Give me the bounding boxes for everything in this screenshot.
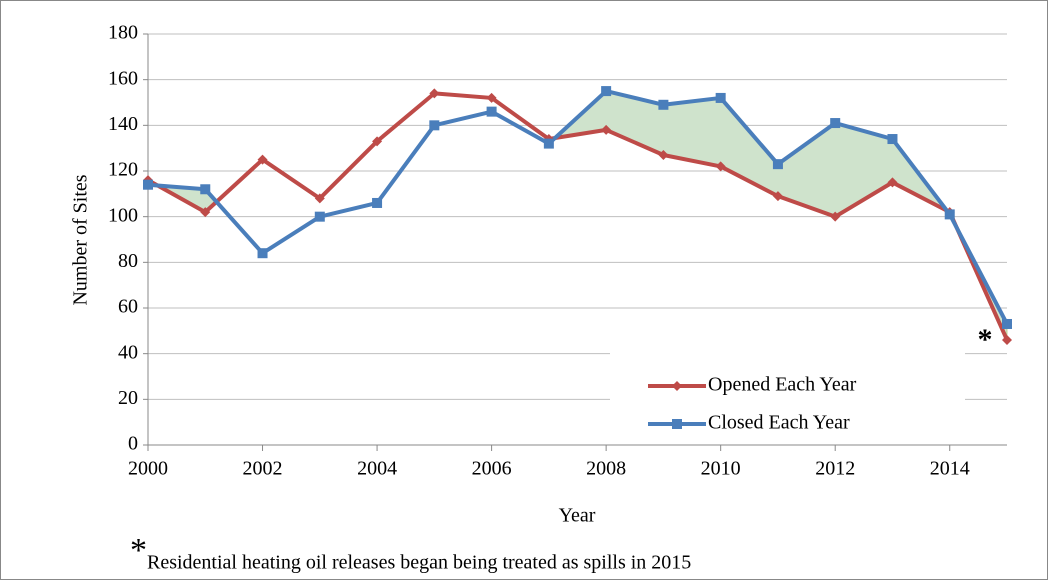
legend-marker [672, 381, 682, 391]
marker [429, 88, 440, 99]
line [147, 89, 1009, 325]
marker [601, 86, 612, 97]
marker [257, 154, 268, 165]
marker [143, 179, 153, 190]
footnote-marker: * [130, 532, 147, 569]
y-tick-label: 120 [108, 159, 138, 181]
legend-marker [672, 419, 682, 429]
y-tick-label: 40 [118, 341, 138, 363]
legend-label: Opened Each Year [708, 374, 857, 396]
line [147, 91, 1009, 341]
y-tick-label: 0 [128, 433, 138, 455]
x-tick-label: 2012 [815, 458, 855, 480]
y-tick-label: 140 [108, 113, 138, 135]
marker [314, 211, 325, 222]
y-tick-label: 20 [118, 387, 138, 409]
x-tick-label: 2000 [128, 458, 168, 480]
y-tick-label: 80 [118, 250, 138, 272]
marker [715, 161, 726, 172]
x-tick-label: 2014 [930, 458, 970, 480]
y-tick-label: 60 [118, 296, 138, 318]
x-tick-label: 2004 [357, 458, 397, 480]
marker [601, 124, 612, 135]
marker [429, 120, 440, 131]
legend-box [610, 353, 965, 441]
marker [200, 184, 211, 195]
x-tick-label: 2006 [472, 458, 512, 480]
marker [772, 191, 783, 202]
y-tick-label: 160 [108, 67, 138, 89]
marker [372, 197, 383, 208]
marker [486, 92, 497, 103]
marker [887, 134, 898, 145]
x-tick-label: 2010 [701, 458, 741, 480]
marker [257, 248, 268, 259]
marker [658, 150, 669, 161]
marker [830, 211, 841, 222]
y-axis-label: Number of Sites [70, 174, 92, 305]
x-axis-label: Year [559, 505, 596, 527]
marker [944, 209, 955, 220]
marker [772, 159, 783, 170]
marker [1002, 334, 1012, 345]
y-tick-label: 100 [108, 204, 138, 226]
marker [658, 99, 669, 110]
y-tick-label: 180 [108, 22, 138, 44]
x-tick-label: 2008 [586, 458, 626, 480]
marker [887, 177, 898, 188]
marker [486, 106, 497, 117]
marker [372, 136, 383, 147]
marker [314, 193, 325, 204]
x-tick-label: 2002 [243, 458, 283, 480]
marker [543, 138, 554, 149]
marker [1002, 318, 1012, 329]
annotation: * [978, 323, 993, 356]
marker [830, 118, 841, 129]
marker [715, 92, 726, 103]
marker [200, 207, 211, 218]
footnote: Residential heating oil releases began b… [147, 552, 691, 574]
legend-label: Closed Each Year [708, 412, 850, 434]
